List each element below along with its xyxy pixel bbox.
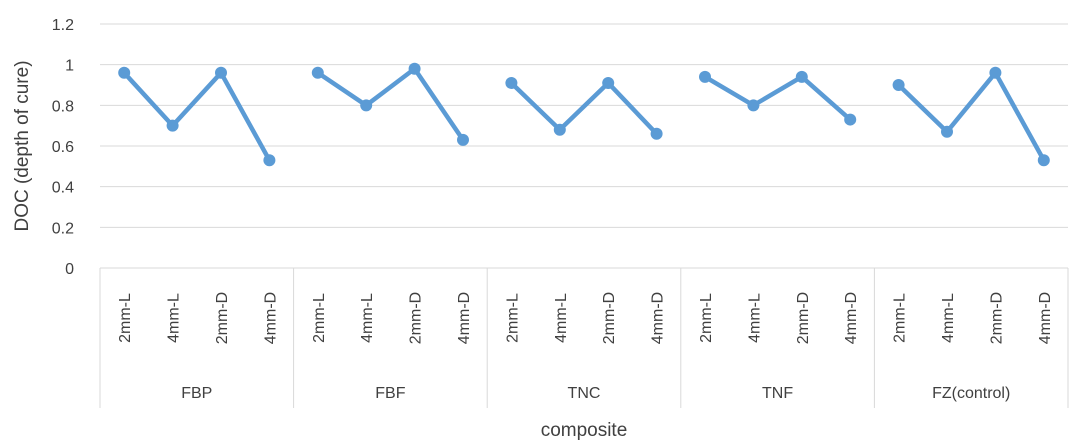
- data-point: [795, 70, 808, 83]
- x-tick-label: 4mm-L: [940, 293, 957, 343]
- data-point: [747, 99, 760, 112]
- data-point: [1037, 154, 1050, 167]
- data-point: [263, 154, 276, 167]
- data-point: [360, 99, 373, 112]
- series-line: [315, 66, 466, 143]
- y-tick-label: 1.2: [52, 17, 74, 34]
- x-tick-label: 2mm-D: [601, 292, 618, 344]
- group-label: TNC: [568, 385, 601, 402]
- group-label: FBP: [181, 385, 212, 402]
- data-point: [989, 66, 1002, 79]
- data-point: [457, 133, 469, 146]
- data-point: [118, 66, 131, 79]
- x-tick-label: 4mm-D: [650, 292, 667, 344]
- data-point: [892, 79, 905, 91]
- data-point: [166, 119, 179, 132]
- group-label: FZ(control): [932, 385, 1010, 402]
- x-tick-label: 4mm-L: [746, 293, 763, 343]
- y-tick-label: 0.2: [52, 220, 74, 237]
- x-tick-label: 4mm-D: [1037, 292, 1054, 344]
- y-tick-label: 0.6: [52, 139, 74, 156]
- x-tick-label: 2mm-L: [698, 293, 715, 343]
- group-label: FBF: [375, 385, 405, 402]
- data-point: [941, 125, 953, 138]
- x-tick-label: 2mm-L: [504, 293, 521, 343]
- x-tick-label: 2mm-D: [214, 292, 231, 344]
- data-point: [311, 66, 324, 79]
- y-tick-label: 0.8: [52, 98, 74, 115]
- x-tick-label: 4mm-L: [359, 293, 376, 343]
- data-point: [215, 66, 227, 79]
- data-point: [844, 113, 857, 126]
- y-axis-title: DOC (depth of cure): [12, 60, 33, 231]
- x-tick-label: 4mm-D: [456, 292, 473, 344]
- x-tick-label: 2mm-L: [311, 293, 328, 343]
- y-tick-label: 0.4: [52, 180, 74, 197]
- x-tick-label: 4mm-L: [553, 293, 570, 343]
- x-tick-label: 2mm-D: [988, 292, 1005, 344]
- x-tick-label: 4mm-D: [262, 292, 279, 344]
- x-tick-label: 4mm-L: [166, 293, 183, 343]
- data-point: [650, 127, 663, 140]
- data-point: [602, 76, 615, 89]
- y-tick-label: 1: [65, 58, 74, 75]
- data-point: [408, 62, 421, 75]
- series-line: [896, 70, 1047, 163]
- x-tick-label: 2mm-L: [892, 293, 909, 343]
- data-point: [699, 70, 711, 83]
- data-point: [505, 76, 518, 89]
- x-tick-label: 2mm-D: [795, 292, 812, 344]
- x-axis-title: composite: [541, 420, 628, 441]
- data-point: [553, 123, 566, 136]
- x-tick-label: 4mm-D: [843, 292, 860, 344]
- series-line: [702, 74, 853, 122]
- series-line: [121, 70, 272, 163]
- x-tick-label: 2mm-D: [408, 292, 425, 344]
- y-tick-label: 0: [65, 261, 74, 278]
- series-line: [509, 80, 659, 137]
- x-tick-label: 2mm-L: [117, 293, 134, 343]
- group-label: TNF: [762, 385, 793, 402]
